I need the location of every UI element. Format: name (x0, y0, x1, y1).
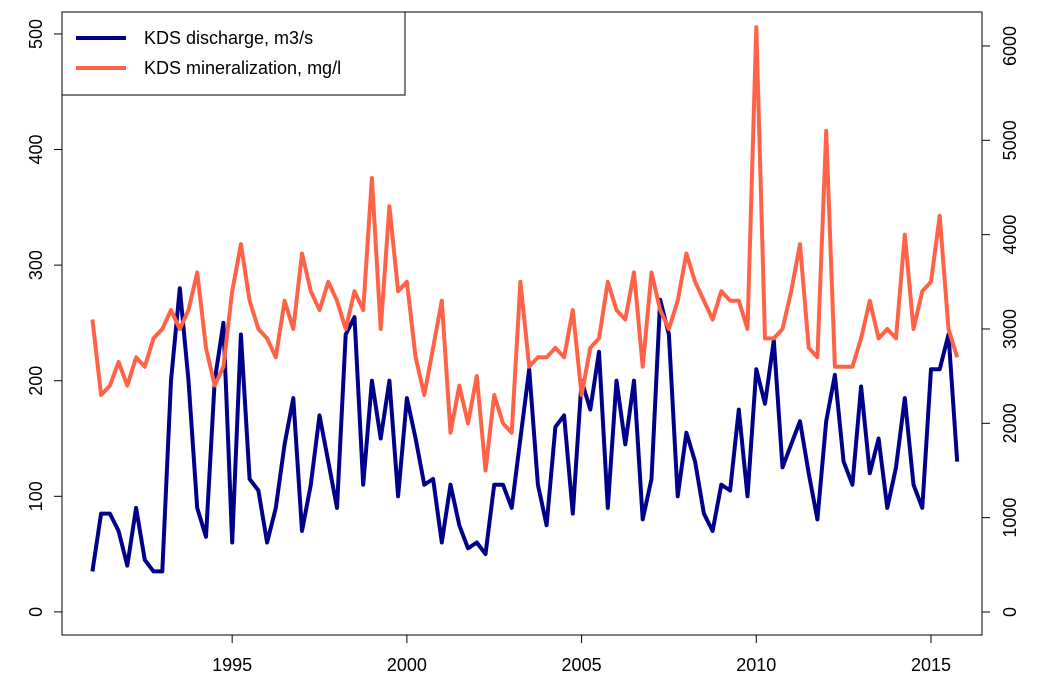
y-tick-label: 500 (26, 19, 46, 49)
data-line (90, 286, 960, 574)
y2-tick-label: 4000 (1000, 215, 1020, 255)
x-tick-label: 2015 (911, 655, 951, 675)
x-tick-label: 2000 (387, 655, 427, 675)
data-line (90, 25, 960, 473)
plot-frame (61, 11, 983, 636)
y2-tick-label: 2000 (1000, 403, 1020, 443)
y2-tick-label: 6000 (1000, 26, 1020, 66)
y-tick-label: 100 (26, 481, 46, 511)
legend-label: KDS discharge, m3/s (144, 28, 313, 48)
x-tick-label: 2005 (562, 655, 602, 675)
legend-box (61, 11, 406, 96)
y2-tick-label: 5000 (1000, 120, 1020, 160)
y-tick-label: 300 (26, 250, 46, 280)
y2-tick-label: 0 (1000, 607, 1020, 617)
x-tick-label: 2010 (736, 655, 776, 675)
legend-label: KDS mineralization, mg/l (144, 58, 341, 78)
x-tick-label: 1995 (212, 655, 252, 675)
y-tick-label: 0 (26, 607, 46, 617)
plot (90, 25, 960, 574)
y2-tick-label: 3000 (1000, 309, 1020, 349)
y-tick-label: 200 (26, 366, 46, 396)
y2-tick-label: 1000 (1000, 498, 1020, 538)
y-tick-label: 400 (26, 135, 46, 165)
